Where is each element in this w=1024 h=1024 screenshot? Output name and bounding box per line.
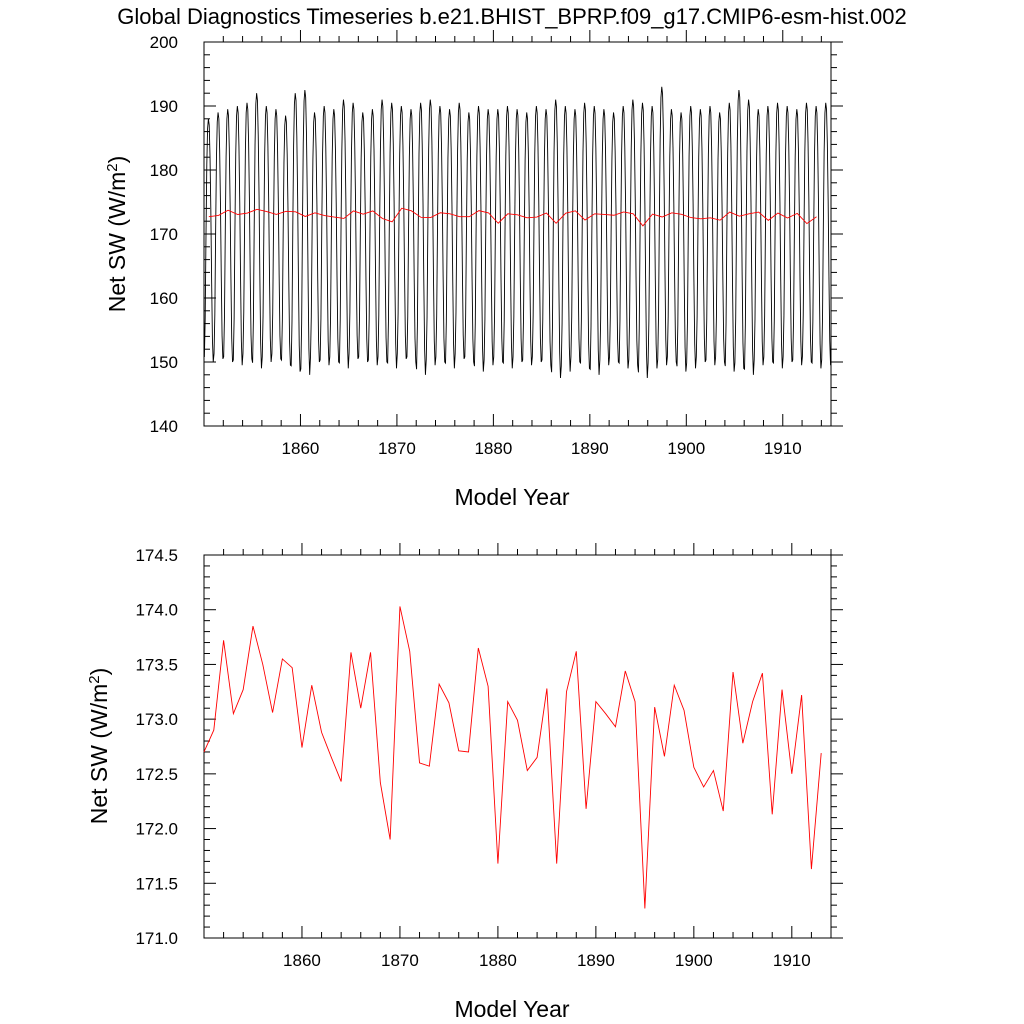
y-tick-label: 174.5 (135, 546, 178, 565)
x-tick-label: 1900 (675, 951, 713, 970)
y-axis-label-sup: 2 (86, 675, 103, 683)
x-tick-label: 1860 (283, 951, 321, 970)
y-axis-label-tail: ) (104, 156, 130, 164)
y-tick-label: 173.0 (135, 710, 178, 729)
y-tick-label: 140 (150, 417, 178, 436)
x-tick-label: 1880 (474, 439, 512, 458)
y-axis-label: Net SW (W/m2) (104, 156, 130, 313)
y-axis-label-sup: 2 (104, 163, 121, 171)
axis-ticks: 1860 1870 1880 1890 1900 1910 171.0 171.5 172.0 1… (135, 543, 843, 970)
y-tick-label: 200 (150, 33, 178, 52)
y-tick-label: 150 (150, 353, 178, 372)
x-tick-label: 1880 (479, 951, 517, 970)
series-group (203, 86, 832, 379)
y-axis-label-main: Net SW (W/m (86, 684, 112, 825)
panel-monthly-net-sw: 1860 1870 1880 1890 1900 1910 140 150 160 170 180 1… (104, 30, 843, 510)
y-tick-label: 190 (150, 97, 178, 116)
annual-mean-series-line (208, 207, 817, 227)
x-tick-label: 1910 (764, 439, 802, 458)
annual-mean-series-line (203, 606, 822, 909)
y-tick-label: 172.0 (135, 820, 178, 839)
y-tick-label: 160 (150, 289, 178, 308)
x-tick-label: 1870 (378, 439, 416, 458)
y-axis-label-main: Net SW (W/m (104, 172, 130, 313)
series-group (203, 606, 822, 909)
plot-frame (203, 554, 832, 939)
panel-annual-net-sw: 1860 1870 1880 1890 1900 1910 171.0 171.5 172.0 1… (86, 543, 843, 1022)
x-axis-label: Model Year (454, 996, 569, 1022)
x-tick-label: 1900 (667, 439, 705, 458)
x-tick-label: 1860 (282, 439, 320, 458)
y-axis-label-tail: ) (86, 668, 112, 676)
x-axis-label: Model Year (454, 484, 569, 510)
y-tick-label: 170 (150, 225, 178, 244)
y-tick-label: 173.5 (135, 655, 178, 674)
monthly-series-line (203, 86, 832, 379)
figure-title: Global Diagnostics Timeseries b.e21.BHIS… (117, 4, 907, 29)
y-tick-label: 180 (150, 161, 178, 180)
x-tick-label: 1890 (577, 951, 615, 970)
x-tick-label: 1910 (773, 951, 811, 970)
y-tick-label: 174.0 (135, 601, 178, 620)
y-axis-label: Net SW (W/m2) (86, 668, 112, 825)
y-tick-label: 171.5 (135, 874, 178, 893)
x-tick-label: 1890 (571, 439, 609, 458)
y-tick-label: 172.5 (135, 765, 178, 784)
y-tick-label: 171.0 (135, 929, 178, 948)
x-tick-label: 1870 (381, 951, 419, 970)
